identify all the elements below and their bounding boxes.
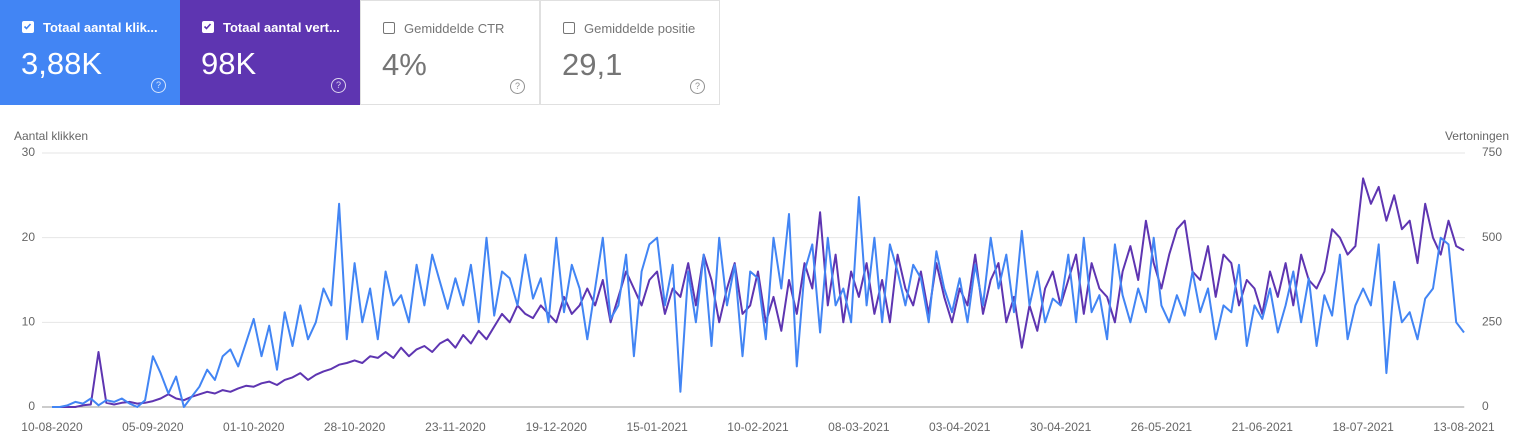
y2-tick-label: 750 [1482, 145, 1502, 159]
metric-value: 4% [382, 47, 427, 82]
y-tick-label: 10 [22, 315, 36, 329]
checkbox[interactable] [22, 21, 34, 33]
x-tick-label: 10-02-2021 [727, 420, 789, 434]
x-tick-label: 03-04-2021 [929, 420, 991, 434]
x-tick-label: 15-01-2021 [626, 420, 688, 434]
x-tick-label: 08-03-2021 [828, 420, 890, 434]
x-tick-label: 13-08-2021 [1433, 420, 1495, 434]
metric-card[interactable]: Gemiddelde CTR 4%? [360, 0, 540, 105]
y2-axis-title: Vertoningen [1445, 129, 1509, 143]
checkbox[interactable] [202, 21, 214, 33]
x-tick-label: 05-09-2020 [122, 420, 184, 434]
x-tick-label: 30-04-2021 [1030, 420, 1092, 434]
help-icon[interactable]: ? [690, 79, 705, 94]
metric-card[interactable]: Gemiddelde positie 29,1? [540, 0, 720, 105]
help-icon[interactable]: ? [151, 78, 166, 93]
metric-value: 98K [201, 46, 257, 81]
series-line [52, 196, 1465, 408]
x-tick-label: 21-06-2021 [1232, 420, 1294, 434]
metric-card[interactable]: Totaal aantal klik... 3,88K? [0, 0, 180, 105]
y-tick-label: 30 [22, 145, 36, 159]
y-axis-title: Aantal klikken [14, 129, 88, 143]
metric-card[interactable]: Totaal aantal vert... 98K? [180, 0, 360, 105]
help-icon[interactable]: ? [510, 79, 525, 94]
x-tick-label: 18-07-2021 [1332, 420, 1394, 434]
y2-tick-label: 250 [1482, 315, 1502, 329]
series-line [52, 177, 1465, 408]
x-tick-label: 23-11-2020 [425, 420, 486, 434]
metric-value: 3,88K [21, 46, 103, 81]
y-tick-label: 20 [22, 230, 36, 244]
metric-label: Gemiddelde positie [584, 21, 696, 36]
metric-value: 29,1 [562, 47, 623, 82]
metric-label: Totaal aantal vert... [223, 20, 340, 35]
y2-tick-label: 500 [1482, 230, 1502, 244]
checkbox[interactable] [563, 22, 575, 34]
x-tick-label: 28-10-2020 [324, 420, 386, 434]
x-tick-label: 19-12-2020 [526, 420, 588, 434]
metric-label: Totaal aantal klik... [43, 20, 158, 35]
metric-label: Gemiddelde CTR [404, 21, 505, 36]
x-tick-label: 26-05-2021 [1131, 420, 1193, 434]
help-icon[interactable]: ? [331, 78, 346, 93]
x-tick-label: 01-10-2020 [223, 420, 285, 434]
checkbox[interactable] [383, 22, 395, 34]
y2-tick-label: 0 [1482, 399, 1489, 413]
y-tick-label: 0 [28, 399, 35, 413]
x-tick-label: 10-08-2020 [21, 420, 83, 434]
